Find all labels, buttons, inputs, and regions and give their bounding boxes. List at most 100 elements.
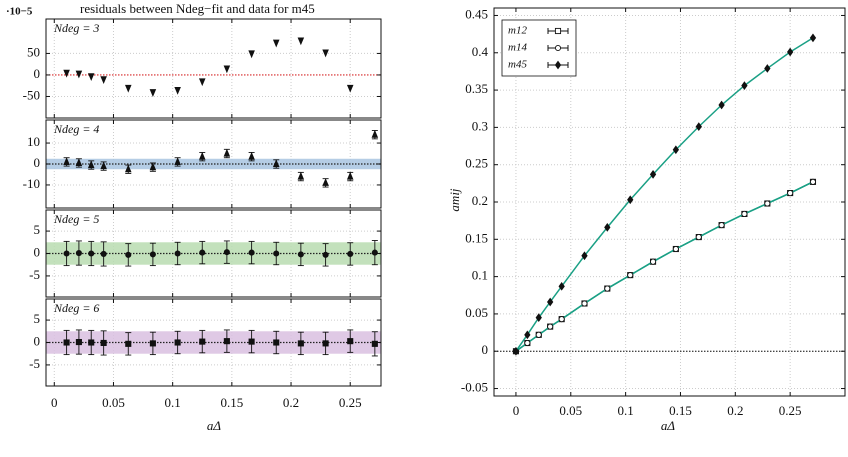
marker: [558, 316, 565, 323]
fit-band: [46, 331, 381, 354]
marker: [649, 170, 657, 179]
x-tick-label: 0.25: [339, 395, 362, 410]
marker: [199, 338, 206, 345]
marker: [297, 171, 305, 180]
y-tick-label: 0: [34, 244, 41, 259]
marker: [512, 346, 520, 356]
panel-label: Ndeg = 5: [53, 212, 99, 226]
y-tick-label: 10: [27, 134, 40, 149]
marker: [322, 178, 329, 186]
y-tick-label: 5: [34, 222, 41, 237]
marker: [764, 64, 771, 73]
x-axis-label: aΔ: [207, 418, 222, 433]
x-tick-label: 0.2: [283, 395, 299, 410]
marker: [149, 162, 157, 171]
marker: [627, 195, 634, 205]
marker: [75, 339, 82, 346]
marker: [248, 50, 255, 59]
marker: [322, 251, 329, 258]
marker: [223, 148, 231, 157]
marker: [346, 171, 354, 180]
x-tick-label: 0.25: [779, 403, 802, 418]
y-tick-label: 0.4: [472, 44, 489, 59]
panel-border: [45, 119, 382, 209]
marker: [63, 250, 70, 257]
marker: [695, 122, 702, 132]
y-tick-label: -0.05: [461, 380, 488, 395]
fit-line: [515, 181, 814, 352]
y-tick-label: 0.35: [465, 81, 488, 96]
fit-band: [46, 242, 381, 265]
marker: [248, 338, 255, 345]
y-tick-label: 0.15: [465, 230, 488, 245]
plot-border: [493, 7, 846, 397]
fit-line: [515, 181, 814, 352]
marker: [297, 37, 305, 46]
marker: [272, 39, 280, 48]
y-axis-label: amij: [447, 188, 462, 212]
panel-label: Ndeg = 3: [53, 21, 99, 35]
marker: [787, 189, 794, 197]
marker: [100, 339, 107, 346]
panel-frame: [46, 19, 381, 118]
x-tick-label: 0.15: [220, 395, 243, 410]
marker: [198, 78, 206, 87]
marker: [764, 200, 771, 207]
legend-label: m12: [508, 25, 527, 37]
marker: [535, 331, 542, 338]
panel-border: [45, 209, 382, 298]
y-tick-label: 0: [34, 333, 41, 348]
marker: [322, 49, 329, 58]
x-axis-label: aΔ: [661, 418, 676, 433]
fit-band: [46, 158, 381, 170]
y-tick-label: 0.2: [472, 193, 488, 208]
marker: [273, 250, 280, 257]
y-tick-label: 0: [34, 155, 41, 170]
marker: [87, 160, 95, 169]
y-tick-label: 0.05: [465, 305, 488, 320]
left-title: residuals between Ndeg−fit and data for …: [80, 1, 315, 16]
panel-border: [45, 298, 382, 387]
marker: [100, 76, 107, 85]
marker: [223, 249, 230, 256]
marker: [558, 281, 565, 291]
y-tick-label: 0.25: [465, 156, 488, 171]
marker: [63, 157, 70, 165]
panel-label: Ndeg = 6: [53, 301, 99, 315]
marker: [75, 250, 82, 257]
marker: [535, 313, 542, 323]
y-tick-label: 5: [34, 311, 41, 326]
legend-label: m45: [508, 59, 527, 71]
marker: [371, 340, 378, 347]
marker: [174, 157, 181, 165]
panel-border: [45, 18, 382, 119]
marker: [346, 84, 354, 93]
legend-label: m14: [508, 42, 527, 54]
marker: [125, 251, 132, 258]
marker: [149, 251, 156, 258]
x-tick-label: 0.05: [102, 395, 125, 410]
x-tick-label: 0.1: [618, 403, 634, 418]
marker: [809, 178, 817, 185]
marker: [63, 69, 70, 78]
marker: [297, 251, 304, 258]
marker: [124, 164, 132, 173]
marker: [741, 81, 748, 90]
marker: [297, 340, 304, 347]
marker: [273, 339, 280, 346]
marker: [554, 27, 562, 35]
marker: [581, 300, 588, 307]
marker: [149, 340, 156, 347]
marker: [547, 297, 554, 307]
marker: [581, 251, 588, 261]
y-tick-label: -5: [29, 356, 40, 371]
y-tick-label: -5: [29, 267, 40, 282]
marker: [149, 89, 157, 97]
y-tick-label: -50: [23, 87, 40, 102]
marker: [223, 338, 230, 345]
marker: [347, 250, 354, 257]
x-tick-label: 0: [51, 395, 58, 410]
marker: [248, 249, 255, 256]
marker: [718, 222, 725, 229]
